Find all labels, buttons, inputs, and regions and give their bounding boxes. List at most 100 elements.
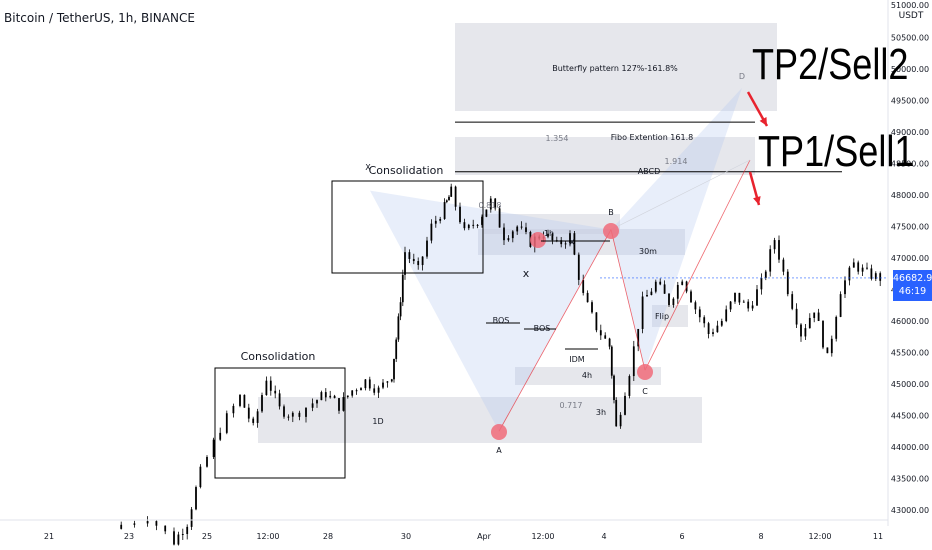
candle xyxy=(399,297,402,321)
candle-body xyxy=(525,227,527,232)
candle xyxy=(481,214,483,228)
candle xyxy=(364,378,367,391)
candle xyxy=(624,392,626,416)
point-a-label: A xyxy=(496,446,502,455)
candle-body xyxy=(795,308,798,325)
candle xyxy=(659,278,662,286)
candle-body xyxy=(445,200,448,203)
candle-body xyxy=(760,277,763,290)
pattern-bcd xyxy=(611,87,742,371)
candle xyxy=(808,313,811,329)
candle-body xyxy=(291,412,294,417)
candle xyxy=(291,411,294,423)
candle xyxy=(146,516,149,527)
candle-body xyxy=(646,295,648,297)
candle-body xyxy=(619,414,622,427)
point-x-label: X xyxy=(365,163,371,172)
time-tick: 25 xyxy=(202,532,212,541)
candle xyxy=(879,271,882,287)
candle-body xyxy=(195,487,197,510)
pivot-c xyxy=(637,364,653,380)
time-tick: 8 xyxy=(758,532,763,541)
candle xyxy=(725,305,728,323)
candle-body xyxy=(261,395,263,412)
candle-body xyxy=(725,309,728,322)
candle-body xyxy=(734,292,736,302)
price-tick: 49500.00 xyxy=(891,97,929,106)
candle xyxy=(421,256,424,271)
candle xyxy=(133,520,136,528)
candle xyxy=(577,252,580,286)
candle xyxy=(804,324,807,341)
tp2-arrow xyxy=(746,91,769,127)
price-tick: 43500.00 xyxy=(891,475,929,484)
candle-body xyxy=(716,325,719,333)
candle xyxy=(373,384,376,396)
candle xyxy=(676,281,679,305)
candle xyxy=(401,269,404,307)
consolidation-label-1: Consolidation xyxy=(241,350,316,363)
candle-body xyxy=(650,291,653,296)
candle xyxy=(261,392,263,413)
candle-body xyxy=(507,238,510,241)
candle-body xyxy=(641,296,644,329)
candle xyxy=(813,312,816,323)
candle-body xyxy=(439,218,442,221)
chart-title: Bitcoin / TetherUS, 1h, BINANCE xyxy=(4,11,195,25)
candle-body xyxy=(659,281,662,285)
candle-body xyxy=(360,388,362,391)
candle-body xyxy=(219,432,222,440)
candle xyxy=(650,288,653,296)
candle-body xyxy=(459,206,461,223)
candle xyxy=(551,232,554,245)
candle-body xyxy=(610,346,613,376)
candle-body xyxy=(764,271,767,278)
candle xyxy=(586,290,589,303)
candle-body xyxy=(844,280,846,295)
candle xyxy=(219,427,222,442)
price-tick: 48500.00 xyxy=(891,160,929,169)
candle xyxy=(177,531,180,546)
candle xyxy=(560,237,563,248)
candle-body xyxy=(274,390,277,394)
candle xyxy=(476,223,479,229)
candle xyxy=(355,388,358,395)
candle-body xyxy=(177,534,180,545)
bos-label-2: BOS xyxy=(534,324,551,333)
candle-body xyxy=(742,301,745,303)
candle-body xyxy=(368,379,371,389)
candle xyxy=(874,271,877,282)
candle-body xyxy=(173,531,175,545)
candle xyxy=(195,485,197,511)
candle-body xyxy=(839,294,842,317)
zone-flip xyxy=(652,305,688,327)
label-1h: 1h xyxy=(544,229,554,238)
candle-body xyxy=(879,273,882,281)
candle-body xyxy=(672,298,675,305)
candle xyxy=(489,195,492,213)
candle-body xyxy=(808,317,811,329)
candle xyxy=(525,222,527,235)
candle xyxy=(494,197,497,211)
candle xyxy=(173,527,175,546)
candle xyxy=(791,291,794,311)
label-flip: Flip xyxy=(655,312,669,321)
candle xyxy=(324,388,327,402)
candle-body xyxy=(412,258,415,262)
candle xyxy=(738,292,741,306)
candle xyxy=(646,289,648,297)
candle xyxy=(243,394,246,408)
candle-body xyxy=(417,261,420,266)
candle xyxy=(760,273,763,295)
candle xyxy=(800,323,802,342)
candle-body xyxy=(604,335,607,339)
candle-body xyxy=(232,405,235,414)
candle xyxy=(120,521,123,530)
candle xyxy=(857,260,860,275)
candle xyxy=(716,320,719,333)
candle-body xyxy=(613,375,615,401)
x-marker-1: x xyxy=(569,235,576,248)
candle xyxy=(844,276,846,299)
pattern-xab xyxy=(370,190,611,432)
